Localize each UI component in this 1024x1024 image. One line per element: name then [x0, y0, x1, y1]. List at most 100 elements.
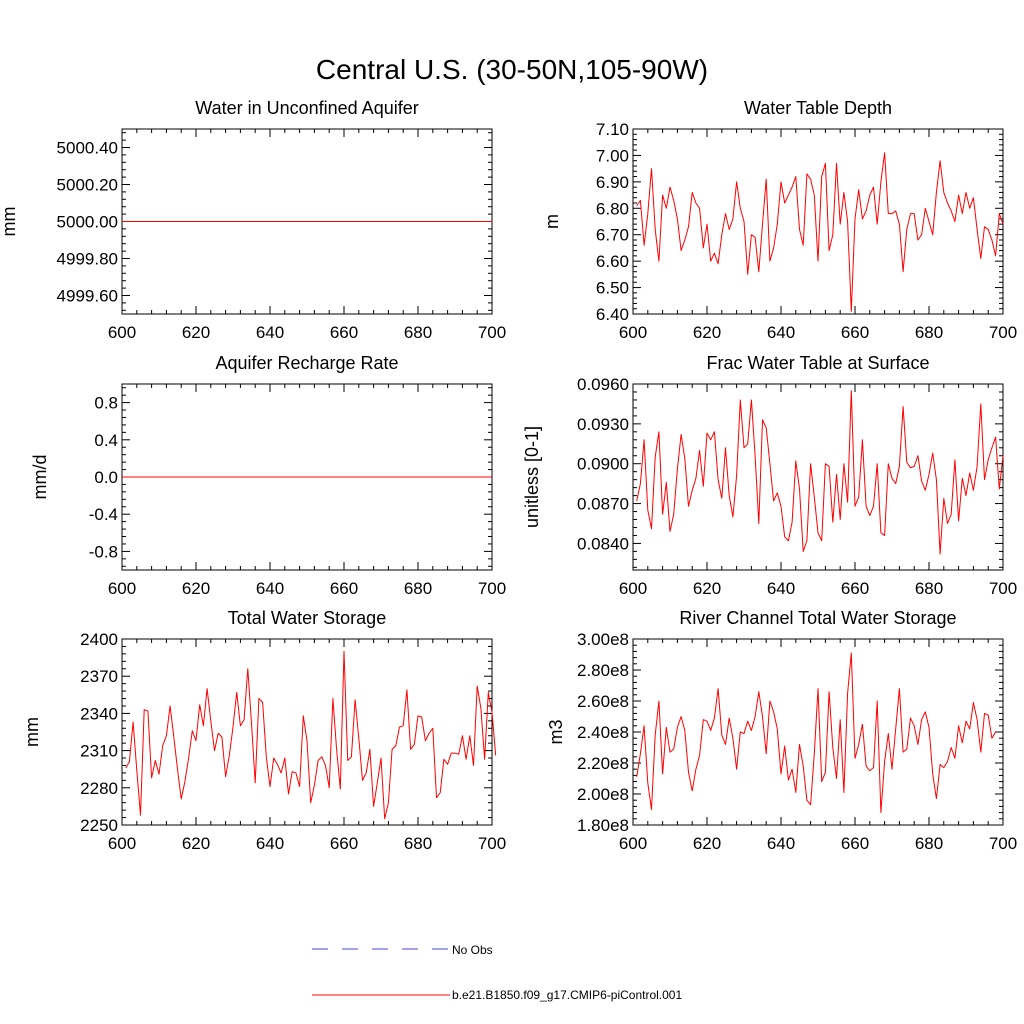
panel-1: Water in Unconfined Aquifer mm 600 620 640 66… [0, 98, 506, 342]
y-tick-label: 2.00e8 [577, 785, 629, 804]
x-tick-label: 600 [619, 834, 647, 853]
plot-frame [121, 638, 493, 826]
y-tick-label: 6.80 [596, 199, 629, 218]
x-tick-label: 600 [108, 834, 136, 853]
legend-model-label: b.e21.B1850.f09_g17.CMIP6-piControl.001 [452, 988, 682, 1002]
x-tick-label: 660 [330, 579, 358, 598]
panel-6: River Channel Total Water Storage m3 600 62… [546, 608, 1017, 853]
panel-ylabel: mm [0, 207, 19, 237]
x-tick-label: 600 [108, 323, 136, 342]
y-tick-label: 6.70 [596, 226, 629, 245]
x-tick-label: 700 [478, 834, 506, 853]
y-tick-label: 2.20e8 [577, 754, 629, 773]
panel-title: Water in Unconfined Aquifer [195, 98, 418, 118]
x-tick-label: 660 [330, 834, 358, 853]
x-tick-label: 660 [841, 834, 869, 853]
x-tick-label: 680 [915, 579, 943, 598]
series-line [125, 650, 497, 820]
y-tick-label: 0.0960 [577, 375, 629, 394]
y-tick-label: 4999.80 [57, 250, 118, 269]
panel-title: Frac Water Table at Surface [706, 353, 929, 373]
x-tick-label: 600 [619, 579, 647, 598]
x-tick-label: 700 [989, 579, 1017, 598]
y-tick-label: 7.00 [596, 146, 629, 165]
panel-ylabel: mm/d [30, 455, 50, 500]
y-tick-label: 0.0870 [577, 495, 629, 514]
x-tick-label: 640 [256, 323, 284, 342]
y-tick-label: 2340 [80, 704, 118, 723]
y-tick-label: 2.60e8 [577, 692, 629, 711]
panel-ylabel: m3 [546, 719, 566, 744]
y-tick-label: 0.0930 [577, 415, 629, 434]
x-tick-label: 620 [182, 323, 210, 342]
figure-title: Central U.S. (30-50N,105-90W) [316, 54, 708, 85]
x-tick-label: 640 [256, 579, 284, 598]
y-tick-label: 4999.60 [57, 287, 118, 306]
y-tick-label: 0.0 [94, 468, 118, 487]
series-line [636, 152, 1004, 312]
panel-5: Total Water Storage mm 600 620 640 660 680 700 2… [22, 608, 506, 853]
y-tick-label: -0.4 [89, 505, 118, 524]
panel-ylabel: m [542, 214, 562, 229]
y-tick-label: 6.40 [596, 305, 629, 324]
y-tick-label: 6.50 [596, 279, 629, 298]
x-tick-label: 680 [915, 323, 943, 342]
y-tick-label: 0.0900 [577, 455, 629, 474]
x-tick-label: 700 [478, 323, 506, 342]
y-tick-label: 7.10 [596, 120, 629, 139]
x-tick-label: 620 [693, 323, 721, 342]
x-tick-label: 660 [841, 579, 869, 598]
panel-title: River Channel Total Water Storage [679, 608, 956, 628]
x-tick-label: 620 [182, 579, 210, 598]
x-tick-label: 680 [915, 834, 943, 853]
x-tick-label: 700 [989, 834, 1017, 853]
x-tick-label: 680 [404, 834, 432, 853]
panel-2: Water Table Depth m 600 620 640 660 680 700 6.40… [542, 98, 1017, 342]
series-line [636, 652, 997, 814]
y-tick-label: 6.60 [596, 252, 629, 271]
x-tick-label: 600 [108, 579, 136, 598]
y-tick-label: 0.4 [94, 431, 118, 450]
y-tick-label: 0.8 [94, 394, 118, 413]
series-line [636, 390, 1004, 555]
y-tick-label: 2370 [80, 667, 118, 686]
plot-frame [632, 638, 1004, 826]
y-tick-label: 2400 [80, 630, 118, 649]
x-tick-label: 620 [693, 834, 721, 853]
y-tick-label: 5000.40 [57, 139, 118, 158]
x-tick-label: 660 [330, 323, 358, 342]
panel-title: Total Water Storage [228, 608, 386, 628]
y-tick-label: 2.40e8 [577, 723, 629, 742]
x-tick-label: 700 [989, 323, 1017, 342]
x-tick-label: 680 [404, 323, 432, 342]
x-tick-label: 620 [182, 834, 210, 853]
plot-frame [632, 383, 1004, 571]
panel-title: Aquifer Recharge Rate [215, 353, 398, 373]
panel-3: Aquifer Recharge Rate mm/d 600 620 640 660 680… [30, 353, 506, 598]
y-tick-label: 2310 [80, 742, 118, 761]
x-tick-label: 640 [767, 579, 795, 598]
y-tick-label: 5000.00 [57, 213, 118, 232]
panel-ylabel: unitless [0-1] [522, 426, 542, 528]
y-tick-label: 2280 [80, 779, 118, 798]
x-tick-label: 640 [767, 834, 795, 853]
panels: Water in Unconfined Aquifer mm 600 620 640 66… [0, 98, 1017, 853]
plot-frame [632, 128, 1004, 315]
legend-no-obs-label: No Obs [452, 943, 493, 957]
y-tick-label: 0.0840 [577, 534, 629, 553]
y-tick-label: 3.00e8 [577, 630, 629, 649]
y-tick-label: 2.80e8 [577, 661, 629, 680]
y-tick-label: 5000.20 [57, 176, 118, 195]
x-tick-label: 640 [767, 323, 795, 342]
panel-ylabel: mm [22, 717, 42, 747]
legend: No Obs b.e21.B1850.f09_g17.CMIP6-piContr… [312, 943, 682, 1002]
x-tick-label: 640 [256, 834, 284, 853]
y-tick-label: 6.90 [596, 173, 629, 192]
panel-title: Water Table Depth [744, 98, 892, 118]
y-tick-label: 2250 [80, 816, 118, 835]
y-tick-label: -0.8 [89, 542, 118, 561]
x-tick-label: 620 [693, 579, 721, 598]
x-tick-label: 680 [404, 579, 432, 598]
